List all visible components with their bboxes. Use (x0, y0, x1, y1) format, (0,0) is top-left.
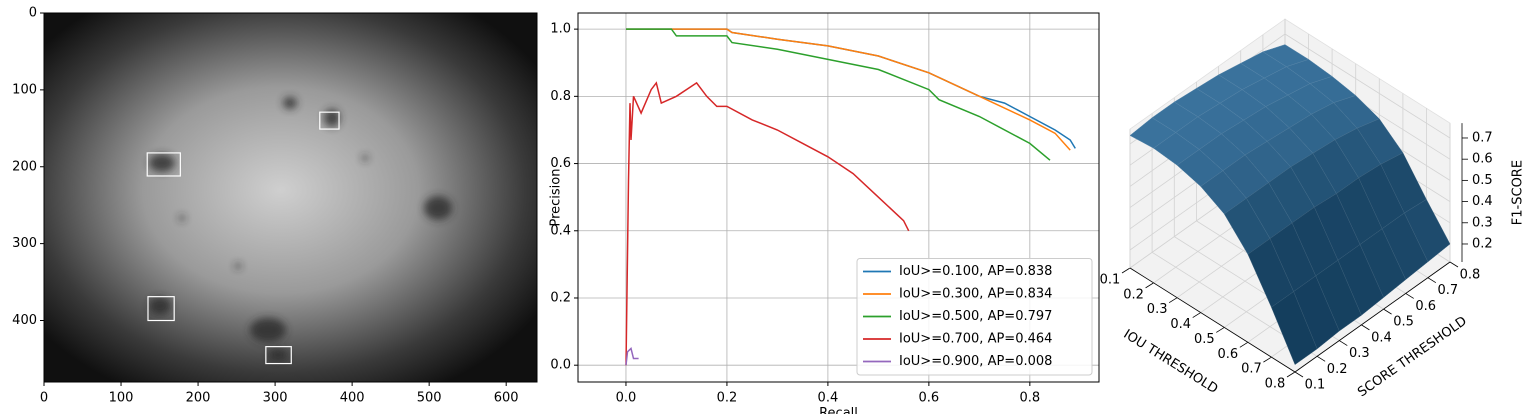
micrograph (44, 13, 537, 382)
y-tick-label: 0.4 (1371, 330, 1392, 345)
x-tick (1239, 341, 1249, 348)
x-tick (1145, 282, 1154, 289)
bounding-box (147, 296, 175, 322)
y-tick (1427, 277, 1437, 284)
x-tick-label: 200 (186, 391, 211, 406)
y-tick (1405, 293, 1414, 299)
y-tick (1294, 371, 1304, 378)
z-tick-label: 0.5 (1472, 173, 1493, 188)
y-tick-label: 0.6 (550, 156, 571, 171)
image-axes: 0 100 200 300 400 500 600 0 100 200 300 400 (12, 6, 538, 406)
y-tick-label: 0.5 (1393, 315, 1414, 330)
y-tick-label: 0.4 (550, 223, 571, 238)
surface-axes: 0.10.20.30.40.50.60.70.8 0.10.20.30.40.50… (1100, 18, 1526, 400)
x-tick-label: 0.4 (818, 391, 839, 406)
x-axis-label: Recall (819, 406, 858, 414)
x-tick-label: 0.0 (616, 391, 637, 406)
y-tick-label: 200 (12, 159, 37, 174)
x-tick-label: 0.8 (1265, 377, 1286, 392)
x-tick-label: 0.6 (1218, 347, 1239, 362)
grid-line (1151, 113, 1318, 357)
y-tick-label: 1.0 (550, 22, 571, 37)
x-tick-label: 400 (340, 391, 365, 406)
pr-axes: 0.0 0.2 0.4 0.6 0.8 0.0 0.2 0.4 0.6 0.8 1.0 Precisi… (549, 12, 1100, 414)
y-tick (1339, 340, 1348, 346)
y-tick-label: 0.2 (1327, 362, 1348, 377)
y-tick-label: 0.0 (550, 358, 571, 373)
x-tick-label: 0.1 (1100, 273, 1121, 288)
axes-frame (577, 12, 1100, 383)
x-tick (1263, 356, 1272, 363)
y-tick-label: 400 (12, 313, 37, 328)
x-tick-label: 0.2 (717, 391, 738, 406)
x-tick-label: 0.7 (1241, 362, 1262, 377)
y-tick (1361, 324, 1370, 331)
z-axis-label: F1-SCORE (1511, 160, 1526, 225)
y-tick (1383, 308, 1392, 315)
y-axis-label: Precision (549, 168, 564, 226)
z-tick-label: 0.4 (1472, 194, 1493, 209)
y-tick-label: 0.2 (550, 290, 571, 305)
pr-curve (626, 28, 1076, 149)
z-tick-label: 0.2 (1472, 236, 1493, 251)
y-tick-label: 300 (12, 236, 37, 251)
x-tick-label: 0.2 (1123, 287, 1144, 302)
x-tick-label: 300 (263, 391, 288, 406)
y-tick-label: 100 (12, 82, 37, 97)
y-tick-label: 0.7 (1438, 283, 1459, 298)
legend-box (856, 258, 1093, 376)
z-tick-label: 0.6 (1472, 152, 1493, 167)
bounding-box (319, 111, 340, 130)
y-tick-label: 0.8 (1460, 268, 1481, 283)
x-tick (1192, 312, 1201, 318)
x-tick-label: 0.5 (1194, 332, 1215, 347)
pr-curve (625, 346, 639, 366)
x-tick-label: 0.4 (1170, 317, 1191, 332)
x-tick (1286, 371, 1296, 378)
legend-label: IoU>=0.900, AP=0.008 (899, 354, 1052, 369)
x-tick-label: 0.8 (1019, 391, 1040, 406)
x-tick (1216, 327, 1225, 333)
axes-frame (43, 12, 538, 383)
y-axis-line (1294, 261, 1451, 373)
bounding-box (265, 346, 292, 365)
pr-curve (625, 81, 910, 366)
x-tick (1121, 267, 1131, 274)
legend-label: IoU>=0.700, AP=0.464 (899, 332, 1052, 347)
x-tick-label: 0.6 (919, 391, 940, 406)
y-tick-label: 0 (29, 6, 37, 21)
x-tick (1168, 297, 1178, 304)
surface-patch (1271, 291, 1318, 365)
legend-label: IoU>=0.500, AP=0.797 (899, 309, 1052, 324)
legend-label: IoU>=0.300, AP=0.834 (899, 287, 1052, 302)
y-tick-label: 0.3 (1349, 346, 1370, 361)
z-tick-label: 0.3 (1472, 215, 1493, 230)
legend-label: IoU>=0.100, AP=0.838 (899, 264, 1052, 279)
x-tick-label: 100 (109, 391, 134, 406)
z-tick-label: 0.7 (1472, 130, 1493, 145)
y-tick (1449, 261, 1459, 268)
x-tick-label: 600 (494, 391, 519, 406)
plot-lines (625, 28, 1076, 366)
x-tick-label: 0.3 (1147, 302, 1168, 317)
y-tick (1316, 355, 1326, 362)
pr-curve (626, 28, 1071, 151)
x-tick-label: 500 (417, 391, 442, 406)
pr-curve (626, 28, 1051, 161)
x-axis-line (1129, 267, 1296, 373)
y-tick-label: 0.6 (1415, 299, 1436, 314)
x-tick-label: 0 (40, 391, 48, 406)
y-tick-label: 0.1 (1305, 378, 1326, 393)
y-tick-label: 0.8 (550, 89, 571, 104)
bounding-box (146, 152, 181, 177)
